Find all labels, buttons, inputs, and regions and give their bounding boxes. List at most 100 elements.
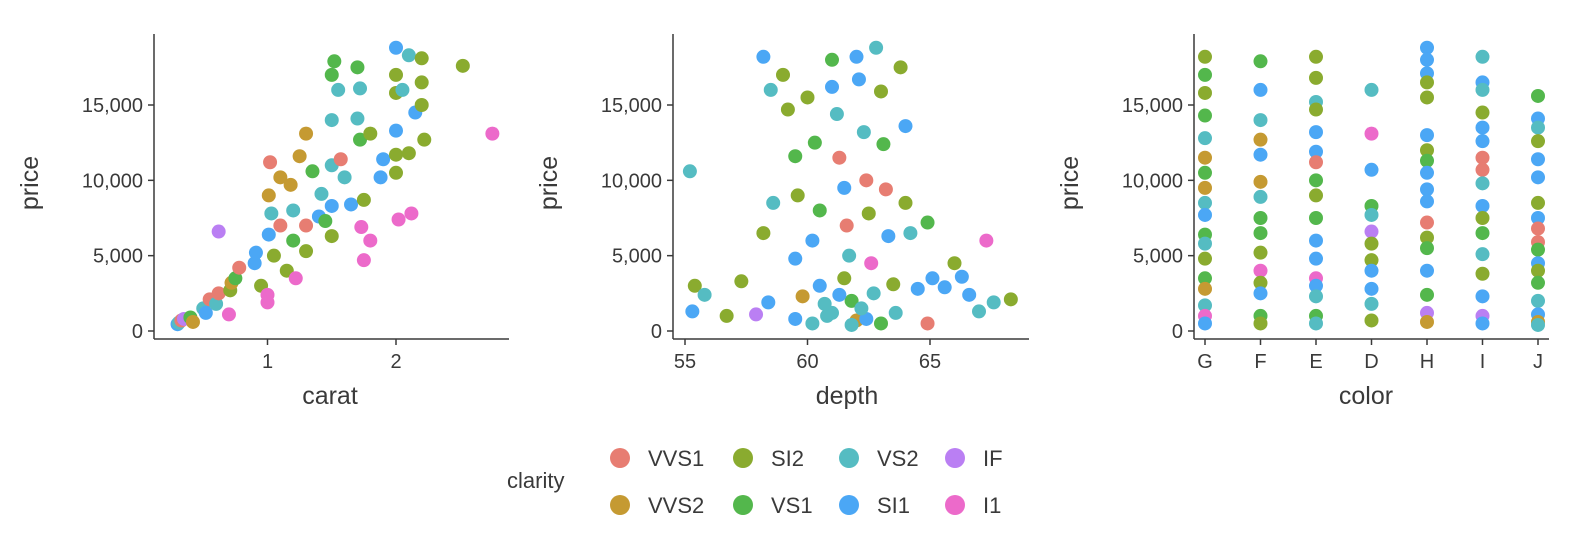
point-vs2: [1309, 289, 1323, 304]
point-vs1: [327, 54, 342, 69]
point-si2: [389, 147, 403, 162]
point-si2: [389, 165, 403, 180]
point-vs2: [1198, 298, 1212, 313]
legend-label: SI1: [877, 493, 910, 518]
point-si2: [893, 60, 908, 75]
point-si2: [1475, 266, 1490, 281]
point-vs1: [350, 60, 365, 75]
point-si1: [849, 49, 864, 64]
point-si2: [1198, 85, 1212, 100]
point-vvs2: [273, 170, 288, 185]
point-vs1: [825, 52, 839, 67]
point-si1: [805, 233, 820, 248]
point-vs2: [1475, 176, 1490, 191]
point-si2: [1253, 245, 1268, 260]
point-si2: [874, 84, 888, 99]
point-si2: [861, 206, 876, 221]
point-si1: [685, 304, 700, 319]
point-vs2: [856, 125, 871, 140]
x-axis-title: carat: [302, 382, 358, 410]
legend: clarity VVS1 VVS2 SI2 VS1 VS2 SI1 IF I1: [507, 446, 1003, 518]
point-si1: [1531, 170, 1545, 185]
point-vs2: [1475, 82, 1490, 97]
y-tick-label: 10,000: [82, 170, 143, 192]
point-si2: [1420, 143, 1434, 158]
point-i1: [354, 220, 369, 235]
panel-depth: 0 5,000 10,000 15,000 55 60 65 depth price: [535, 34, 1029, 410]
point-vs1: [812, 203, 827, 218]
point-vs2: [766, 195, 781, 210]
point-si1: [1531, 211, 1545, 225]
point-si1: [825, 79, 839, 94]
point-si1: [1309, 125, 1323, 140]
point-vs2: [697, 287, 712, 302]
point-si1: [859, 311, 874, 326]
point-vs2: [1531, 293, 1545, 308]
point-vs2: [1364, 82, 1379, 97]
point-vvs1: [1475, 150, 1490, 165]
x-tick-label: H: [1420, 351, 1434, 373]
point-si1: [376, 152, 391, 167]
point-si2: [401, 146, 416, 161]
point-si1: [344, 197, 359, 212]
point-vs1: [1198, 108, 1212, 123]
point-vs1: [920, 215, 935, 230]
point-vs2: [331, 82, 346, 97]
y-axis-title: price: [1056, 156, 1084, 210]
point-vs2: [209, 296, 224, 311]
point-vs2: [986, 295, 1001, 310]
x-tick-label: G: [1197, 351, 1213, 373]
point-si2: [1003, 292, 1018, 307]
point-si2: [1253, 275, 1268, 290]
panel-carat: 0 5,000 10,000 15,000 1 2 carat price: [16, 34, 509, 410]
point-si2: [266, 248, 281, 263]
legend-item-vs2: VS2: [839, 446, 919, 471]
point-vvs1: [859, 173, 874, 188]
point-si1: [1198, 316, 1212, 331]
point-vs2: [1475, 247, 1490, 262]
point-vs2: [395, 82, 410, 97]
point-i1: [363, 233, 378, 248]
x-tick-label: J: [1533, 351, 1543, 373]
point-vs1: [1475, 226, 1490, 241]
y-axis-title: price: [535, 156, 563, 210]
point-si1: [1475, 134, 1490, 149]
legend-swatch: [839, 495, 859, 515]
y-tick-label: 10,000: [1122, 170, 1183, 192]
point-vs1: [1420, 241, 1434, 256]
point-si2: [800, 90, 815, 105]
y-tick-label: 5,000: [93, 246, 143, 268]
point-vs1: [1531, 242, 1545, 257]
y-tick-label: 15,000: [601, 95, 662, 117]
point-vs1: [1253, 226, 1268, 241]
point-vs2: [1253, 113, 1268, 128]
point-vs2: [763, 82, 778, 97]
point-vvs1: [839, 218, 854, 233]
legend-swatch: [610, 495, 630, 515]
point-vs1: [1198, 165, 1212, 180]
y-tick-label: 5,000: [1133, 246, 1183, 268]
point-vs1: [228, 271, 243, 286]
point-vvs2: [299, 126, 314, 141]
point-si2: [455, 58, 470, 73]
point-vs1: [874, 316, 888, 331]
point-if: [1364, 224, 1379, 239]
point-vs2: [350, 111, 365, 126]
point-si2: [898, 195, 913, 210]
point-i1: [404, 206, 419, 221]
point-si2: [414, 75, 429, 90]
point-si1: [756, 49, 771, 64]
point-si1: [832, 287, 847, 302]
point-vvs1: [878, 182, 893, 197]
legend-label: VS1: [771, 493, 813, 518]
point-vs2: [264, 206, 279, 221]
point-si2: [1475, 105, 1490, 120]
point-si1: [962, 287, 977, 302]
legend-swatch: [733, 495, 753, 515]
point-vs1: [1531, 88, 1545, 103]
point-vs2: [1309, 316, 1323, 331]
point-si2: [1475, 211, 1490, 225]
point-vvs2: [1198, 281, 1212, 296]
point-vvs2: [1420, 314, 1434, 329]
point-vs2: [869, 40, 884, 55]
